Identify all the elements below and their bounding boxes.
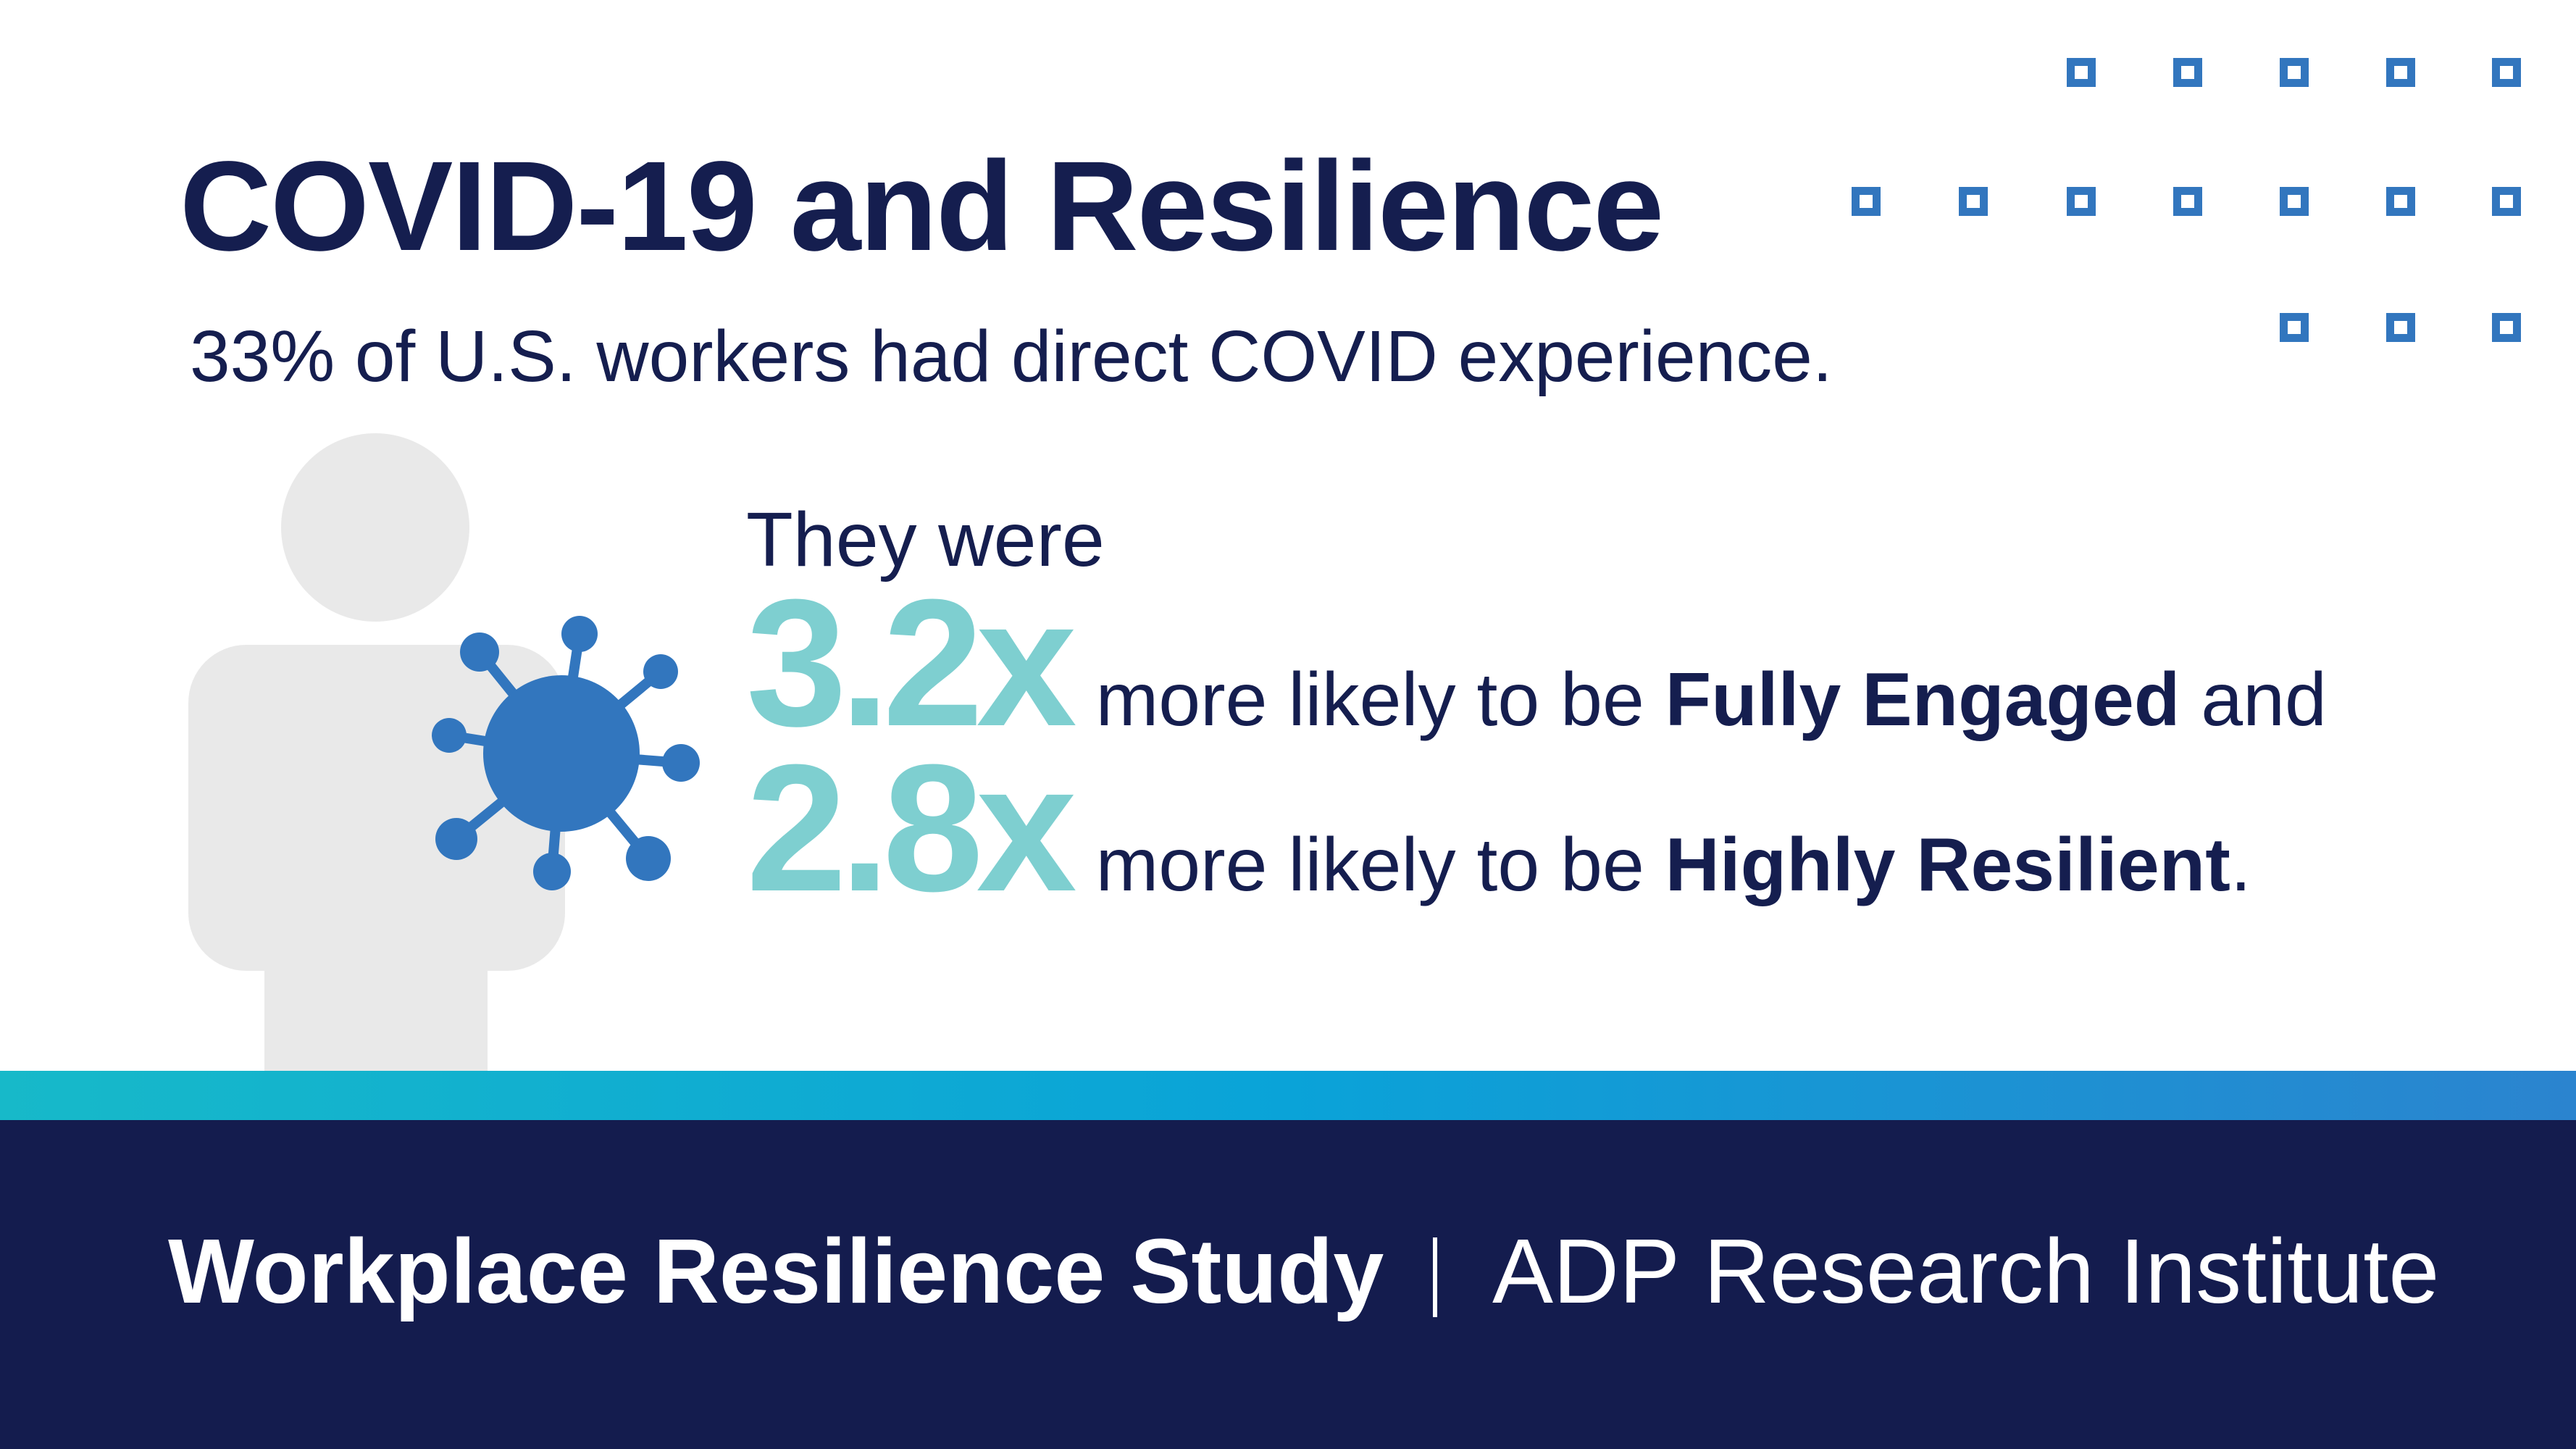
square-dot-icon <box>2173 58 2202 87</box>
footer-organization: ADP Research Institute <box>1492 1220 2440 1322</box>
gradient-divider <box>0 1071 2576 1120</box>
footer-separator <box>1433 1237 1437 1317</box>
square-dot-icon <box>2386 187 2415 216</box>
page-title: COVID-19 and Resilience <box>180 135 1664 277</box>
stat-value: 3.2x <box>746 561 1077 764</box>
square-dot-icon <box>2280 58 2309 87</box>
stat-suffix: and <box>2180 658 2327 742</box>
stat-emphasis: Highly Resilient <box>1665 823 2230 907</box>
stat-prefix: more likely to be <box>1095 658 1665 742</box>
square-dot-icon <box>1959 187 1988 216</box>
stat-description: more likely to be Highly Resilient. <box>1096 818 2251 912</box>
stat-prefix: more likely to be <box>1095 823 1665 907</box>
stat-description: more likely to be Fully Engaged and <box>1096 653 2327 747</box>
footer-band <box>0 1120 2576 1449</box>
stat-emphasis: Fully Engaged <box>1665 658 2180 742</box>
person-silhouette-icon <box>188 433 565 1071</box>
stats-lead-text: They were <box>746 497 1105 582</box>
square-dot-icon <box>2280 187 2309 216</box>
square-dot-icon <box>2173 187 2202 216</box>
square-dot-icon <box>2492 187 2521 216</box>
square-dot-icon <box>2386 313 2415 342</box>
square-dot-icon <box>2386 58 2415 87</box>
stat-suffix: . <box>2230 823 2251 907</box>
stat-row-engaged: 3.2x more likely to be Fully Engaged and <box>746 561 2327 764</box>
footer-study-name: Workplace Resilience Study <box>168 1220 1384 1322</box>
square-dot-icon <box>2492 313 2521 342</box>
square-dot-icon <box>2280 313 2309 342</box>
coronavirus-icon <box>432 616 700 890</box>
square-dot-icon <box>2492 58 2521 87</box>
page-subtitle: 33% of U.S. workers had direct COVID exp… <box>190 316 1833 397</box>
square-dot-icon <box>2067 187 2096 216</box>
stat-value: 2.8x <box>746 727 1077 929</box>
square-dot-icon <box>2067 58 2096 87</box>
stat-row-resilient: 2.8x more likely to be Highly Resilient. <box>746 727 2251 929</box>
square-dot-icon <box>1852 187 1881 216</box>
